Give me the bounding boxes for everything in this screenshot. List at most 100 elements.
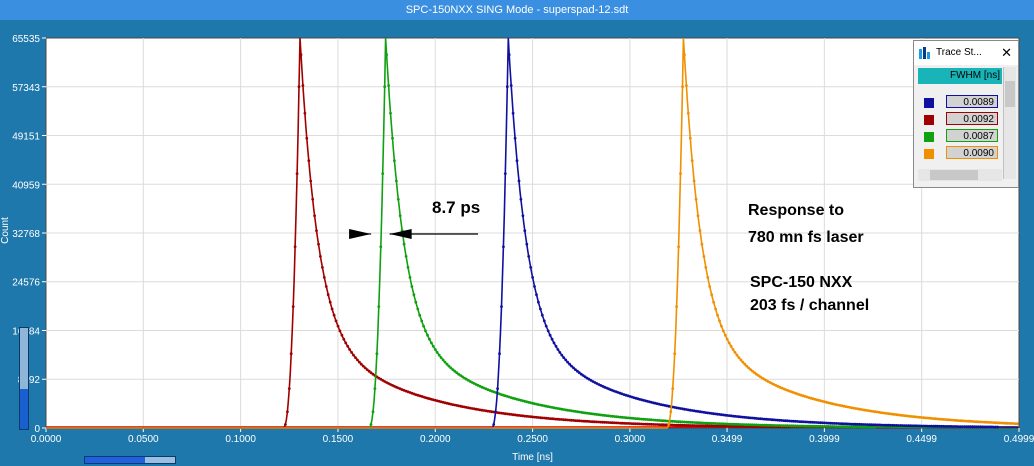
data-point <box>373 387 377 390</box>
data-point <box>729 422 733 426</box>
data-point <box>834 422 838 425</box>
data-point <box>365 368 369 371</box>
trace-row[interactable]: 0.0087 <box>922 129 1004 144</box>
data-point <box>708 424 712 428</box>
x-tick-label: 0.3999 <box>809 434 840 445</box>
fwhm-column-header[interactable]: FWHM [ns] <box>918 68 1002 84</box>
trace-row[interactable]: 0.0092 <box>922 112 1004 127</box>
data-point <box>976 420 980 424</box>
data-point <box>428 337 431 341</box>
data-point <box>792 424 795 428</box>
data-point <box>426 333 429 337</box>
horizontal-scroll-thumb[interactable] <box>85 457 145 463</box>
data-point <box>704 424 708 428</box>
data-point <box>455 371 459 375</box>
data-point <box>550 337 554 341</box>
data-point <box>297 85 301 89</box>
data-point <box>965 419 968 423</box>
data-point <box>387 84 390 87</box>
data-point <box>673 352 677 356</box>
data-point <box>846 422 850 426</box>
data-point <box>679 423 682 427</box>
panel-hscroll-thumb[interactable] <box>930 170 978 180</box>
data-point <box>371 410 375 414</box>
data-point <box>737 425 741 428</box>
data-point <box>414 300 418 304</box>
data-point <box>529 266 533 269</box>
data-point <box>721 424 725 428</box>
vertical-scroll-thumb[interactable] <box>20 389 28 429</box>
data-point <box>671 419 675 423</box>
x-tick-label: 0.1000 <box>225 434 256 445</box>
panel-vertical-scroll[interactable] <box>1003 67 1016 179</box>
data-point <box>961 425 965 428</box>
data-point <box>969 425 972 429</box>
data-point <box>686 424 690 427</box>
data-point <box>513 136 517 140</box>
data-point <box>860 425 863 429</box>
vertical-scroll[interactable] <box>19 327 29 430</box>
horizontal-scroll[interactable] <box>84 456 176 464</box>
data-point <box>683 420 686 424</box>
data-point <box>834 425 838 428</box>
data-point <box>694 197 698 201</box>
data-point <box>515 159 519 163</box>
data-point <box>795 424 799 428</box>
x-tick-label: 0.2500 <box>517 434 548 445</box>
data-point <box>696 214 700 218</box>
data-point <box>583 419 587 423</box>
close-icon[interactable]: ✕ <box>1001 45 1012 60</box>
x-tick-label: 0.3499 <box>712 434 743 445</box>
data-point <box>284 423 287 426</box>
data-point <box>412 293 416 297</box>
fwhm-value: 0.0092 <box>946 112 998 125</box>
data-point <box>289 352 293 356</box>
data-point <box>1010 422 1013 425</box>
trace-row[interactable]: 0.0089 <box>922 95 1004 110</box>
data-point <box>309 179 313 183</box>
data-point <box>375 352 379 356</box>
data-point <box>817 421 821 424</box>
data-point <box>875 423 879 427</box>
data-point <box>973 420 976 423</box>
trace-statistics-panel[interactable]: Trace St... ✕ FWHM [ns] 0.0089 0.0092 0.00… <box>913 40 1019 188</box>
data-point <box>653 423 657 426</box>
data-point <box>675 420 678 423</box>
data-point <box>700 242 704 246</box>
data-point <box>583 375 587 379</box>
data-point <box>439 356 443 359</box>
data-point <box>830 425 834 428</box>
panel-horizontal-scroll[interactable] <box>918 169 1002 181</box>
annotation-response-line1: Response to <box>748 202 844 219</box>
data-point <box>363 366 367 370</box>
data-point <box>566 360 569 364</box>
data-point <box>741 360 745 364</box>
data-point <box>686 420 690 424</box>
data-point <box>496 387 499 390</box>
data-point <box>780 424 784 427</box>
data-point <box>990 421 994 424</box>
data-point <box>321 266 324 269</box>
data-point <box>334 319 338 323</box>
data-point <box>725 424 729 428</box>
data-point <box>675 423 678 427</box>
data-point <box>445 362 449 366</box>
trace-row[interactable]: 0.0090 <box>922 146 1004 161</box>
data-point <box>527 255 531 258</box>
trace-color-swatch <box>924 149 934 159</box>
data-point <box>352 353 355 357</box>
panel-vscroll-thumb[interactable] <box>1005 81 1015 107</box>
data-point <box>350 351 353 354</box>
data-point <box>914 424 918 428</box>
data-point <box>716 424 719 428</box>
data-point <box>564 358 568 362</box>
data-point <box>984 420 988 424</box>
data-point <box>540 313 544 317</box>
data-point <box>751 369 754 373</box>
data-point <box>509 84 513 87</box>
x-tick-label: 0.1500 <box>323 434 354 445</box>
data-point <box>315 229 318 233</box>
data-point <box>871 423 875 427</box>
data-point <box>356 358 359 362</box>
data-point <box>570 364 573 368</box>
